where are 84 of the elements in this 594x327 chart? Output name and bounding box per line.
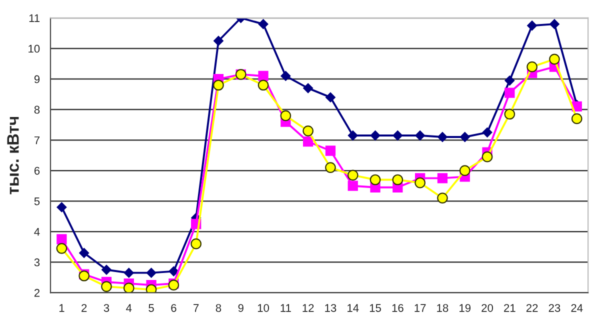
y-tick-label: 7 — [34, 136, 40, 144]
x-tick-label: 13 — [325, 304, 336, 312]
point — [214, 36, 224, 46]
point — [392, 130, 403, 140]
x-tick-label: 11 — [280, 304, 291, 312]
point — [347, 170, 358, 181]
point — [348, 130, 358, 140]
y-tick-label: 5 — [34, 197, 40, 206]
x-tick-label: 2 — [82, 304, 87, 312]
x-tick-label: 5 — [148, 304, 154, 312]
x-tick-label: 22 — [526, 304, 538, 312]
x-tick-label: 9 — [238, 304, 244, 312]
x-tick-label: 24 — [571, 304, 583, 312]
point — [168, 266, 179, 276]
point — [325, 146, 336, 156]
y-tick-label: 3 — [34, 258, 40, 266]
point — [56, 242, 68, 254]
point — [213, 80, 224, 91]
x-tick-label: 18 — [437, 304, 448, 312]
point — [482, 151, 493, 162]
point — [370, 130, 380, 140]
x-tick-label: 3 — [104, 304, 110, 312]
point — [123, 282, 134, 293]
y-axis-title: тыс. кВтч — [7, 117, 19, 194]
point — [190, 238, 202, 250]
point — [504, 108, 516, 120]
y-tick-label: 9 — [34, 75, 40, 84]
y-tick-label: 11 — [29, 14, 40, 22]
y-tick-label: 8 — [34, 106, 40, 114]
point — [303, 83, 314, 94]
x-tick-label: 10 — [258, 304, 270, 312]
point — [102, 264, 112, 275]
point — [348, 180, 358, 191]
point — [325, 162, 336, 173]
x-tick-label: 21 — [504, 304, 516, 312]
point — [459, 165, 470, 176]
point — [326, 92, 336, 102]
x-tick-label: 14 — [348, 304, 359, 312]
point — [303, 136, 314, 147]
point — [460, 132, 470, 142]
point — [437, 192, 448, 204]
x-tick-label: 20 — [482, 304, 494, 312]
point — [549, 19, 560, 30]
point — [56, 234, 67, 244]
point — [392, 174, 404, 186]
point — [101, 281, 112, 292]
point — [370, 174, 381, 186]
y-tick-label: 10 — [28, 44, 40, 53]
point — [79, 248, 90, 258]
point — [482, 127, 492, 138]
point — [415, 130, 426, 140]
point — [527, 20, 538, 31]
y-tick-label: 4 — [34, 228, 40, 236]
x-tick-label: 16 — [392, 304, 404, 312]
point — [504, 88, 515, 98]
x-tick-label: 19 — [460, 304, 471, 312]
point — [437, 173, 448, 184]
point — [258, 19, 268, 30]
point — [56, 202, 67, 212]
point — [504, 76, 515, 86]
y-tick-label: 6 — [34, 166, 40, 175]
x-tick-label: 15 — [370, 304, 381, 312]
x-tick-label: 1 — [59, 304, 64, 312]
x-tick-label: 17 — [414, 304, 426, 312]
x-tick-label: 4 — [126, 304, 132, 312]
point — [258, 80, 269, 91]
y-tick-label: 2 — [34, 288, 40, 297]
point — [549, 54, 560, 65]
point — [146, 268, 156, 278]
point — [414, 177, 426, 188]
point — [526, 61, 538, 72]
point — [124, 268, 134, 278]
point — [280, 71, 291, 81]
point — [146, 284, 157, 293]
point — [280, 110, 292, 122]
point — [302, 125, 314, 136]
x-tick-label: 6 — [171, 304, 176, 312]
x-tick-label: 7 — [194, 304, 199, 312]
point — [571, 113, 582, 124]
point — [437, 132, 448, 142]
x-tick-label: 23 — [548, 304, 560, 312]
x-tick-label: 8 — [216, 304, 222, 312]
point — [258, 70, 268, 82]
x-tick-label: 12 — [302, 304, 314, 312]
